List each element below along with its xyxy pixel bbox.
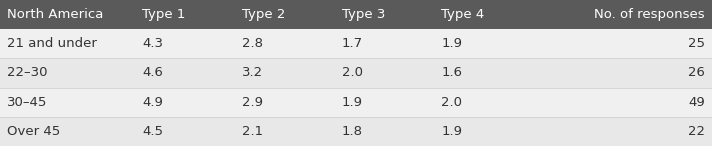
Text: 4.3: 4.3 <box>142 37 163 50</box>
Text: 30–45: 30–45 <box>7 96 48 109</box>
Text: Type 3: Type 3 <box>342 8 385 21</box>
FancyBboxPatch shape <box>0 58 712 88</box>
Text: 1.9: 1.9 <box>342 96 362 109</box>
Text: 49: 49 <box>688 96 705 109</box>
FancyBboxPatch shape <box>0 0 712 29</box>
Text: 1.9: 1.9 <box>441 125 462 138</box>
Text: Over 45: Over 45 <box>7 125 61 138</box>
Text: 22–30: 22–30 <box>7 66 48 80</box>
Text: 1.8: 1.8 <box>342 125 362 138</box>
Text: 2.0: 2.0 <box>441 96 462 109</box>
FancyBboxPatch shape <box>0 29 712 58</box>
Text: 25: 25 <box>688 37 705 50</box>
Text: 2.8: 2.8 <box>242 37 263 50</box>
Text: Type 4: Type 4 <box>441 8 485 21</box>
FancyBboxPatch shape <box>0 117 712 146</box>
Text: 26: 26 <box>688 66 705 80</box>
Text: Type 1: Type 1 <box>142 8 186 21</box>
FancyBboxPatch shape <box>0 88 712 117</box>
Text: 2.0: 2.0 <box>342 66 362 80</box>
Text: 4.6: 4.6 <box>142 66 163 80</box>
Text: 22: 22 <box>688 125 705 138</box>
Text: 1.6: 1.6 <box>441 66 462 80</box>
Text: No. of responses: No. of responses <box>595 8 705 21</box>
Text: 2.1: 2.1 <box>242 125 263 138</box>
Text: 4.5: 4.5 <box>142 125 163 138</box>
Text: 1.9: 1.9 <box>441 37 462 50</box>
Text: 21 and under: 21 and under <box>7 37 97 50</box>
Text: 4.9: 4.9 <box>142 96 163 109</box>
Text: 2.9: 2.9 <box>242 96 263 109</box>
Text: 3.2: 3.2 <box>242 66 263 80</box>
Text: 1.7: 1.7 <box>342 37 363 50</box>
Text: North America: North America <box>7 8 103 21</box>
Text: Type 2: Type 2 <box>242 8 286 21</box>
